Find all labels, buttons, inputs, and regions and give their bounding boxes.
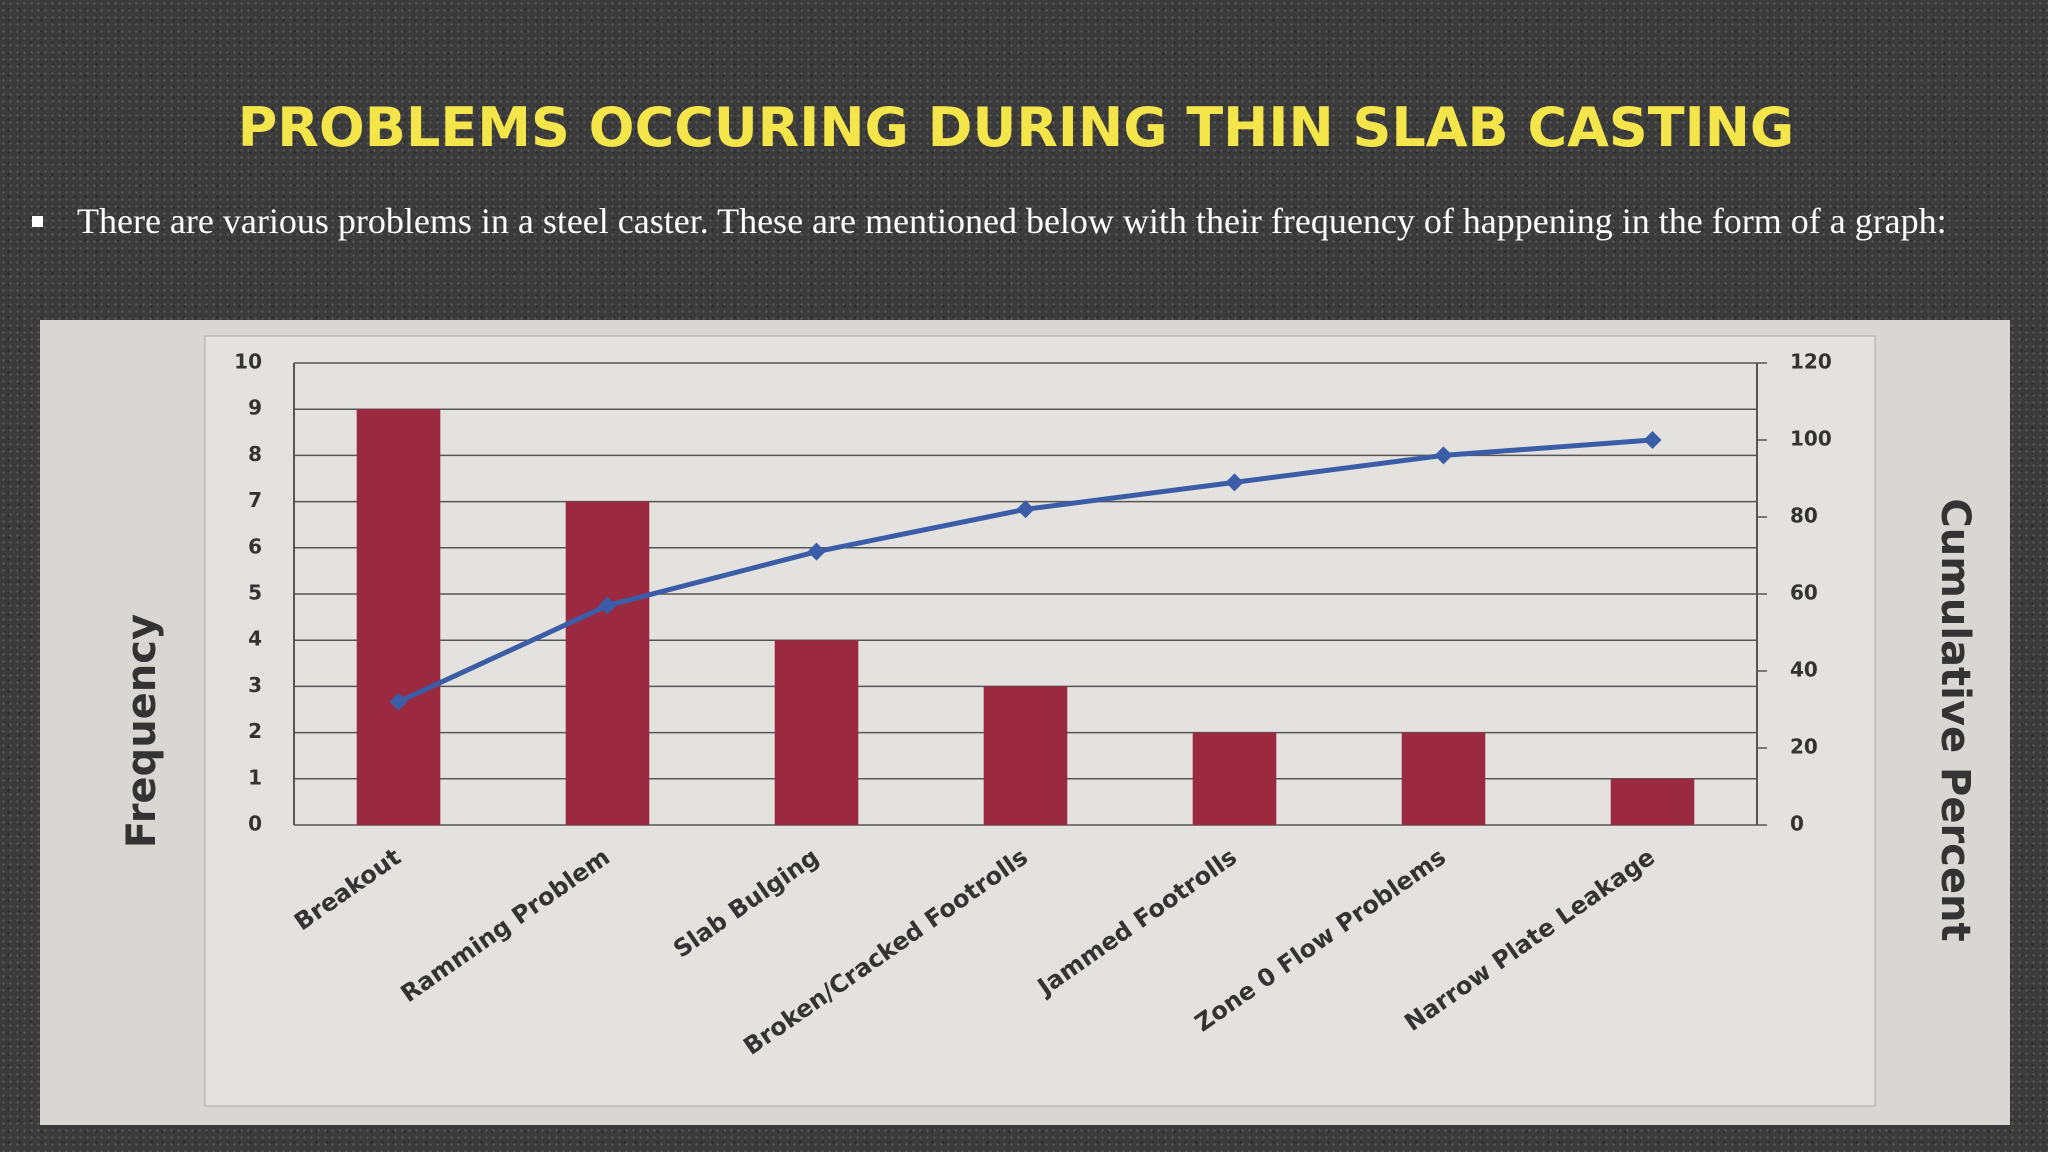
y-tick-label: 4 [248, 627, 262, 651]
y-tick-label: 3 [248, 673, 262, 697]
y-axis-label: Frequency [119, 614, 165, 848]
y2-tick-label: 100 [1790, 427, 1832, 451]
bar [565, 501, 650, 825]
line-marker [1225, 473, 1244, 492]
y-tick-label: 8 [248, 442, 262, 466]
slide-title: PROBLEMS OCCURING DURING THIN SLAB CASTI… [237, 96, 1795, 159]
y-tick-label: 1 [248, 765, 262, 789]
y-tick-label: 5 [248, 581, 262, 605]
bar [1610, 778, 1695, 825]
line-marker [389, 692, 408, 711]
bar [1192, 732, 1277, 825]
y-tick-label: 0 [248, 812, 262, 836]
line-marker [807, 542, 826, 561]
y2-tick-label: 80 [1790, 504, 1818, 528]
bar [356, 409, 441, 825]
y2-tick-label: 40 [1790, 658, 1818, 682]
line-marker [1643, 431, 1662, 449]
y-tick-label: 2 [248, 719, 262, 743]
y2-tick-label: 60 [1790, 581, 1818, 605]
y2-axis-label: Cumulative Percent [1932, 498, 1978, 941]
y-tick-label: 10 [234, 350, 262, 374]
bar [1401, 732, 1486, 825]
line-marker [598, 596, 617, 615]
y-tick-label: 9 [248, 396, 262, 420]
y2-tick-label: 120 [1790, 350, 1832, 374]
bullet-text: There are various problems in a steel ca… [77, 201, 1947, 241]
bar [983, 686, 1068, 825]
bullet-marker [32, 216, 43, 227]
y2-tick-label: 0 [1790, 812, 1804, 836]
y-tick-label: 6 [248, 534, 262, 558]
bar [774, 640, 859, 825]
line-marker [1016, 500, 1035, 519]
y-tick-label: 7 [248, 488, 262, 512]
y2-tick-label: 20 [1790, 735, 1818, 759]
line-marker [1434, 446, 1453, 465]
